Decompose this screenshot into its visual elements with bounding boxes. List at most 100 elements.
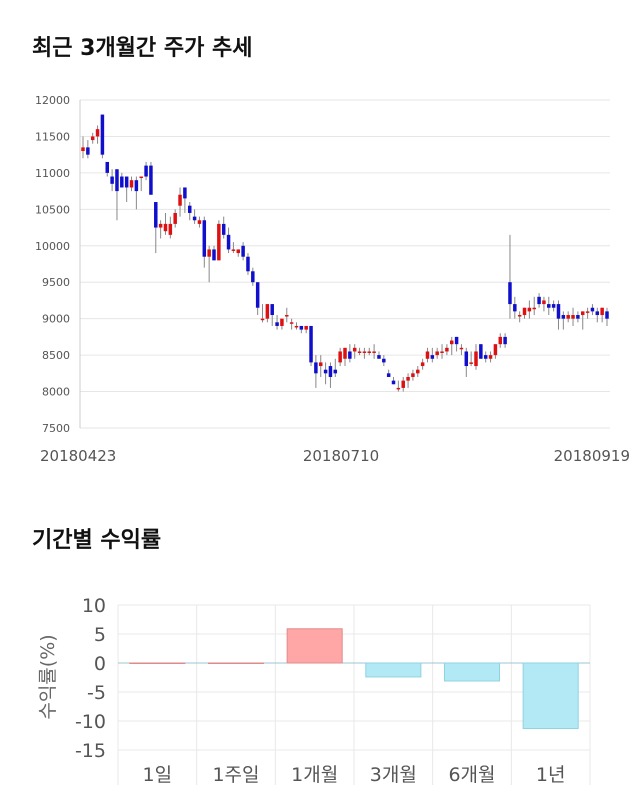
candle-down: [377, 355, 381, 359]
candle-up: [372, 351, 376, 353]
candle-down: [513, 304, 517, 312]
candle-up: [163, 223, 168, 232]
return-bar: [207, 662, 265, 664]
return-bar: [443, 662, 501, 682]
y-tick-label: -5: [87, 682, 106, 704]
candle-up: [566, 315, 570, 319]
x-category-label: 1년: [536, 764, 566, 786]
candle-up: [260, 318, 265, 321]
candle-up: [600, 307, 604, 316]
candle-up: [357, 351, 362, 353]
candle-up: [542, 300, 546, 305]
candle-up: [294, 325, 299, 328]
candle-up: [527, 307, 532, 312]
candle-up: [416, 369, 420, 374]
candle-down: [110, 176, 114, 184]
candle-down: [309, 325, 313, 363]
candle-up: [207, 249, 211, 257]
y-tick-label: 7500: [42, 422, 70, 435]
candle-down: [333, 369, 338, 374]
candle-up: [488, 355, 493, 359]
candle-down: [100, 114, 105, 155]
candle-up: [343, 347, 347, 359]
candle-up: [95, 129, 100, 137]
candle-down: [464, 351, 469, 367]
candle-down: [314, 362, 318, 374]
candle-up: [236, 249, 241, 254]
y-tick-label: 10000: [35, 240, 70, 253]
candle-up: [420, 362, 425, 367]
candle-up: [352, 347, 357, 352]
candle-up: [517, 315, 522, 317]
candle-up: [129, 180, 134, 188]
candle-up: [197, 220, 202, 224]
candle-down: [251, 271, 255, 283]
y-tick-label: 12000: [35, 94, 70, 107]
candle-down: [212, 249, 216, 261]
candle-down: [391, 380, 396, 385]
candle-down: [124, 176, 129, 188]
candle-down: [551, 304, 556, 308]
y-tick-label: 9500: [42, 276, 70, 289]
candle-down: [299, 325, 304, 330]
candle-down: [149, 165, 153, 195]
return-bar: [365, 662, 422, 678]
candle-down: [328, 366, 333, 377]
y-tick-label: 0: [94, 653, 106, 675]
x-category-label: 1일: [143, 764, 173, 786]
y-tick-label: -10: [75, 711, 106, 733]
candle-down: [270, 304, 274, 316]
candle-up: [280, 318, 284, 326]
y-tick-label: 8000: [42, 386, 70, 399]
candle-down: [430, 355, 435, 359]
candle-up: [217, 223, 221, 261]
candle-down: [134, 180, 139, 192]
candle-up: [532, 307, 536, 310]
candle-up: [498, 336, 503, 345]
candle-up: [493, 344, 498, 356]
x-category-label: 6개월: [448, 764, 495, 786]
candle-up: [425, 351, 430, 359]
candle-up: [362, 351, 367, 353]
candle-up: [168, 223, 173, 235]
candle-up: [90, 136, 95, 141]
candle-up: [580, 311, 585, 316]
y-tick-label: 5: [94, 624, 106, 646]
candle-down: [120, 176, 124, 188]
candle-up: [173, 212, 177, 224]
candle-down: [202, 220, 207, 257]
candle-down: [348, 351, 352, 359]
candle-down: [183, 187, 187, 199]
candle-up: [289, 322, 294, 324]
candle-down: [454, 336, 459, 345]
candle-up: [81, 147, 85, 152]
candle-down: [105, 161, 110, 173]
candle-down: [547, 304, 551, 308]
return-bar: [522, 662, 579, 730]
candle-down: [144, 165, 148, 177]
candle-up: [435, 351, 439, 356]
candle-down: [590, 307, 595, 312]
candle-down: [226, 234, 231, 250]
candle-up: [459, 347, 464, 350]
candle-up: [449, 340, 454, 345]
candle-up: [139, 176, 143, 179]
candle-up: [396, 387, 401, 390]
candle-up: [231, 249, 236, 251]
candle-up: [304, 325, 308, 330]
return-bar: [286, 628, 343, 664]
y-tick-label: -15: [75, 740, 106, 762]
x-category-label: 3개월: [370, 764, 417, 786]
x-category-label: 1주일: [212, 764, 259, 786]
candle-up: [338, 351, 342, 363]
candle-down: [323, 369, 328, 374]
candle-up: [571, 315, 575, 319]
candle-down: [605, 311, 609, 319]
y-tick-label: 9000: [42, 313, 70, 326]
price-trend-chart: 7500 8000 8500 9000 9500 10000 10500 11000 11500…: [35, 94, 630, 465]
price-trend-title: 최근 3개월간 주가 추세: [32, 36, 253, 61]
candle-up: [406, 376, 410, 381]
candle-up: [474, 351, 478, 367]
y-axis-label: 수익률(%): [37, 634, 59, 719]
candle-down: [275, 322, 279, 326]
